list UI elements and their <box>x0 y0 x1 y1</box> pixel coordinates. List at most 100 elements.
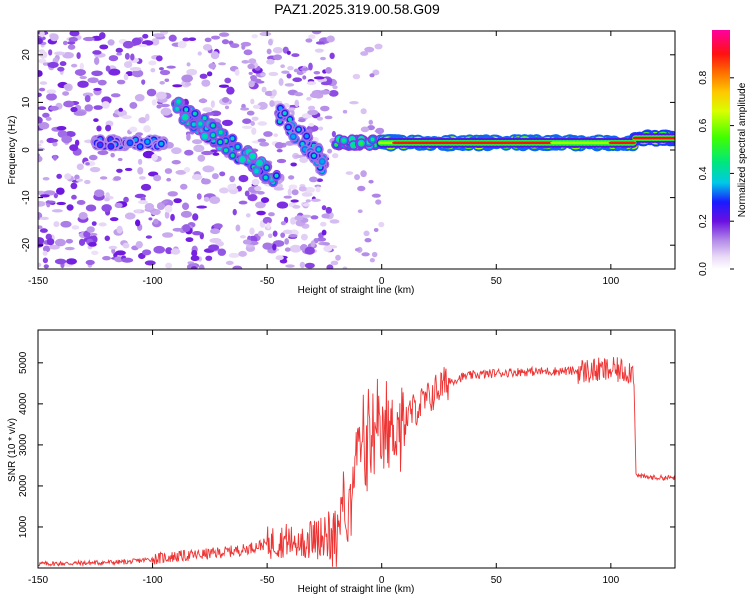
spectrogram-blob <box>164 168 173 174</box>
spectrogram-blob <box>248 71 253 75</box>
snr-y-label: SNR (10 * v/v) <box>7 418 18 482</box>
spectrogram-blob <box>78 238 86 246</box>
spectrogram-blob <box>261 86 267 93</box>
spectrogram-blob <box>311 31 322 35</box>
spectrogram-blob <box>272 46 283 54</box>
spectrogram-blob <box>53 193 59 199</box>
spectrogram-blob <box>276 148 283 153</box>
spectrogram-blob <box>192 231 202 236</box>
spectrogram-blob <box>144 202 155 211</box>
colorbar-label: Normalized spectral amplitude <box>737 82 748 217</box>
spectrogram-blob <box>240 157 245 162</box>
spectrogram-blob <box>290 162 297 167</box>
spectrogram-blob <box>288 184 298 190</box>
spectrogram-blob <box>175 169 187 175</box>
spectrogram-blob <box>74 69 87 76</box>
spectrogram-blob <box>63 84 71 90</box>
spectrogram-y-tick-label: 20 <box>21 49 32 61</box>
spectrogram-blob <box>378 221 385 228</box>
spectrogram-blob <box>360 126 370 133</box>
spectrogram-blob <box>351 143 356 148</box>
spectrogram-blob <box>370 137 375 142</box>
spectrogram-blob <box>266 222 271 229</box>
spectrogram-blob <box>301 191 313 197</box>
spectrogram-blob <box>320 159 325 164</box>
spectrogram-blob <box>670 136 675 140</box>
spectrogram-blob <box>122 242 130 249</box>
spectrogram-blob <box>363 230 370 237</box>
spectrogram-blob <box>75 178 84 182</box>
spectrogram-blob <box>99 32 106 40</box>
spectrogram-blob <box>116 225 123 234</box>
spectrogram-blob <box>105 65 111 72</box>
spectrogram-blob <box>110 93 121 98</box>
spectrogram-blob <box>223 148 228 153</box>
spectrogram-blob <box>286 50 291 55</box>
spectrogram-blob <box>52 154 58 161</box>
colorbar-tick-label: 0.6 <box>698 118 709 132</box>
spectrogram-blob <box>71 63 78 68</box>
snr-y-tick-label: 3000 <box>18 433 29 456</box>
spectrogram-blob <box>229 43 240 49</box>
spectrogram-blob <box>113 176 122 181</box>
spectrogram-blob <box>257 230 265 237</box>
spectrogram-blob <box>155 91 167 100</box>
spectrogram-blob <box>201 150 214 156</box>
spectrogram-blob <box>247 63 255 70</box>
spectrogram-blob <box>193 144 205 153</box>
spectrogram-blob <box>211 173 219 180</box>
spectrogram-blob <box>364 46 375 53</box>
snr-x-label: Height of straight line (km) <box>298 584 415 595</box>
spectrogram-blob <box>166 65 176 69</box>
spectrogram-blob <box>143 125 151 133</box>
spectrogram-blob <box>372 69 380 76</box>
spectrogram-blob <box>170 248 181 255</box>
spectrogram-blob <box>230 136 235 141</box>
spectrogram-x-tick-label: 0 <box>379 276 385 287</box>
spectrogram-blob <box>39 31 45 38</box>
spectrogram-blob <box>305 38 313 43</box>
spectrogram-blob <box>70 106 78 113</box>
spectrogram-blob <box>108 68 121 76</box>
spectrogram-blob <box>210 123 215 128</box>
spectrogram-blob <box>313 71 321 75</box>
spectrogram-blob <box>287 188 292 196</box>
spectrogram-blob <box>275 255 284 261</box>
spectrogram-blob <box>210 51 220 60</box>
spectrogram-blob <box>307 105 316 111</box>
spectrogram-blob <box>272 230 278 237</box>
spectrogram-blob <box>310 240 316 248</box>
spectrogram-blob <box>235 224 241 232</box>
spectrogram-blob <box>116 79 126 85</box>
spectrogram-blob <box>137 166 144 175</box>
spectrogram-blob <box>62 51 74 59</box>
spectrogram-blob <box>359 141 364 146</box>
spectrogram-blob <box>99 176 108 180</box>
spectrogram-blob <box>127 140 132 145</box>
spectrogram-blob <box>138 117 147 124</box>
spectrogram-blob <box>108 137 113 142</box>
spectrogram-blob <box>60 220 72 228</box>
spectrogram-blob <box>257 138 267 143</box>
spectrogram-blob <box>280 232 286 238</box>
spectrogram-blob <box>134 93 145 102</box>
spectrogram-blob <box>190 266 197 269</box>
spectrogram-blob <box>304 246 315 255</box>
spectrogram-y-tick-label: -20 <box>21 238 32 253</box>
spectrogram-blob <box>227 183 237 190</box>
spectrogram-blob <box>134 209 142 214</box>
spectrogram-blob <box>98 222 107 227</box>
spectrogram-blob <box>38 116 43 124</box>
spectrogram-blob <box>137 200 148 205</box>
spectrogram-blob <box>108 245 118 250</box>
spectrogram-blob <box>184 149 194 156</box>
spectrogram-blob <box>349 100 359 105</box>
spectrogram-blob <box>306 96 312 101</box>
spectrogram-blob <box>46 238 55 246</box>
spectrogram-blob <box>287 117 292 122</box>
spectrogram-blob <box>133 137 138 142</box>
spectrogram-blob <box>104 235 111 242</box>
spectrogram-blob <box>172 84 183 88</box>
spectrogram-blob <box>202 134 207 139</box>
